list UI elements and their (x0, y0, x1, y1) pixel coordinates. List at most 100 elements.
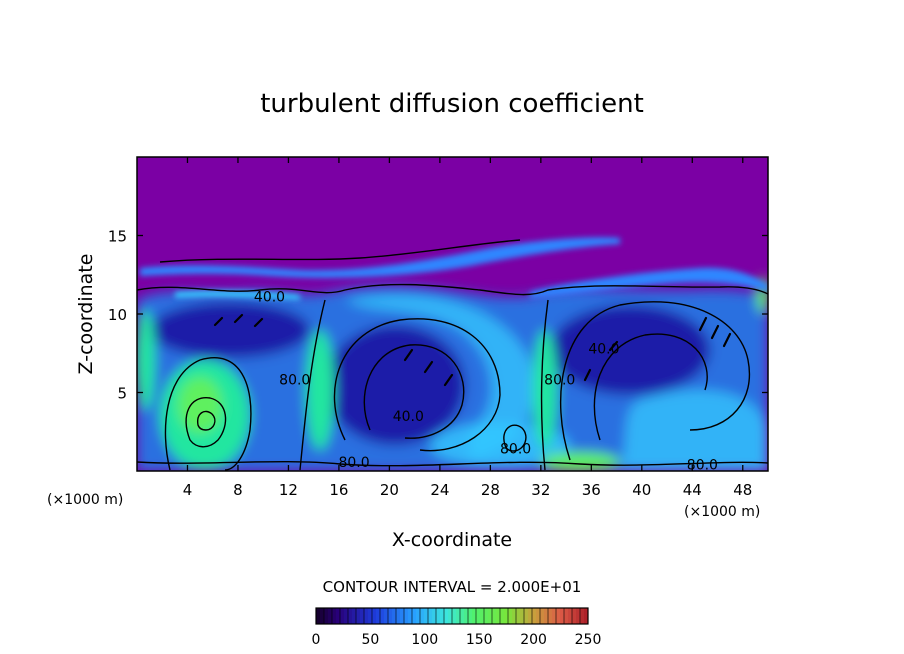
colorbar-band (392, 608, 397, 624)
colorbar-band (492, 608, 497, 624)
colorbar-band (472, 608, 477, 624)
z-tick-label: 15 (108, 228, 127, 246)
colorbar-band (552, 608, 557, 624)
colorbar-band (508, 608, 513, 624)
colorbar-band (468, 608, 473, 624)
colorbar-ticks: 0 50 100 150 200 250 (312, 632, 602, 648)
contour-label: 80.0 (338, 455, 369, 471)
z-axis: 5 10 15 (108, 228, 768, 403)
contour-label: 40.0 (393, 409, 424, 425)
colorbar-band (448, 608, 453, 624)
field-green-left-edge (137, 310, 155, 410)
colorbar-band (444, 608, 449, 624)
colorbar-band (412, 608, 417, 624)
contour-left-vortex-outer (164, 357, 252, 471)
contour-center-vortex-1 (333, 318, 501, 452)
colorbar-band (516, 608, 521, 624)
colorbar-band (524, 608, 529, 624)
x-tick-label: 44 (683, 481, 702, 499)
contour-label: 40.0 (588, 341, 619, 357)
turbulent-field (137, 277, 768, 471)
contour-interval-label: CONTOUR INTERVAL = 2.000E+01 (323, 578, 582, 596)
colorbar-band (336, 608, 341, 624)
stipple (698, 316, 708, 332)
contour-label: 80.0 (500, 442, 531, 458)
contour-stipples (213, 313, 732, 387)
colorbar-band (512, 608, 517, 624)
colorbar-tick-label: 150 (466, 632, 493, 648)
x-tick-label: 4 (183, 481, 193, 499)
plot-area: 40.0 40.0 40.0 80.0 80.0 80.0 80.0 80.0 (136, 156, 769, 473)
colorbar-band (456, 608, 461, 624)
field-cyan-bottom (430, 423, 570, 467)
x-unit-label: (×1000 m) (684, 504, 760, 520)
z-tick-label: 5 (117, 385, 127, 403)
x-tick-label: 36 (582, 481, 601, 499)
colorbar-band (320, 608, 325, 624)
contour-filament (159, 239, 521, 263)
colorbar-band (424, 608, 429, 624)
contour-label: 40.0 (254, 289, 285, 305)
colorbar-band (360, 608, 365, 624)
x-axis: 4 8 12 16 20 24 28 32 36 40 44 48 (183, 157, 752, 499)
z-axis-title: Z-coordinate (75, 254, 97, 375)
field-core-right (550, 305, 710, 395)
contour-right-vortex-2 (593, 333, 708, 441)
field-green-left-core (178, 377, 222, 433)
colorbar-band (368, 608, 373, 624)
contour-left-vortex-inner (185, 397, 227, 448)
field-core-center (325, 325, 465, 445)
colorbar-band (500, 608, 505, 624)
colorbar-band (332, 608, 337, 624)
stipple (443, 373, 454, 387)
colorbar-band (356, 608, 361, 624)
stipple (253, 317, 264, 328)
x-tick-label: 20 (380, 481, 399, 499)
colorbar-band (528, 608, 533, 624)
colorbar-band (536, 608, 541, 624)
contour-plume-2 (540, 299, 549, 471)
colorbar-band (572, 608, 577, 624)
colorbar-band (580, 608, 585, 624)
contour-lines (137, 239, 768, 471)
upper-boundary-filaments (140, 237, 768, 300)
colorbar-band (328, 608, 333, 624)
field-green-bottom (540, 452, 620, 471)
colorbar-tick-label: 250 (575, 632, 602, 648)
colorbar-band (568, 608, 573, 624)
stipple (403, 348, 414, 362)
colorbar-band (540, 608, 545, 624)
colorbar-band (352, 608, 357, 624)
colorbar-band (532, 608, 537, 624)
stipple (608, 340, 619, 352)
contour-label: 80.0 (687, 457, 718, 473)
contour-right-vortex-1 (560, 301, 751, 461)
colorbar-tick-label: 0 (312, 632, 321, 648)
contour-top (137, 283, 768, 296)
colorbar-band (564, 608, 569, 624)
contour-plume-1 (299, 299, 326, 471)
colorbar-band (432, 608, 437, 624)
colorbar (315, 607, 589, 625)
colorbar-band (548, 608, 553, 624)
colorbar-band (436, 608, 441, 624)
stipple (710, 324, 720, 340)
colorbar-tick-label: 50 (361, 632, 379, 648)
colorbar-band (408, 608, 413, 624)
contour-bottom (137, 460, 768, 467)
colorbar-band (520, 608, 525, 624)
colorbar-band (404, 608, 409, 624)
colorbar-band (400, 608, 405, 624)
contour-center-core (503, 424, 527, 452)
colorbar-band (388, 608, 393, 624)
z-unit-label: (×1000 m) (47, 492, 123, 508)
chart-title: turbulent diffusion coefficient (260, 89, 644, 119)
stipple (233, 313, 244, 324)
colorbar-tick-label: 200 (520, 632, 547, 648)
colorbar-band (416, 608, 421, 624)
colorbar-band (496, 608, 501, 624)
filament-3 (530, 267, 768, 298)
colorbar-band (476, 608, 481, 624)
field-green-plume-2 (533, 330, 557, 450)
